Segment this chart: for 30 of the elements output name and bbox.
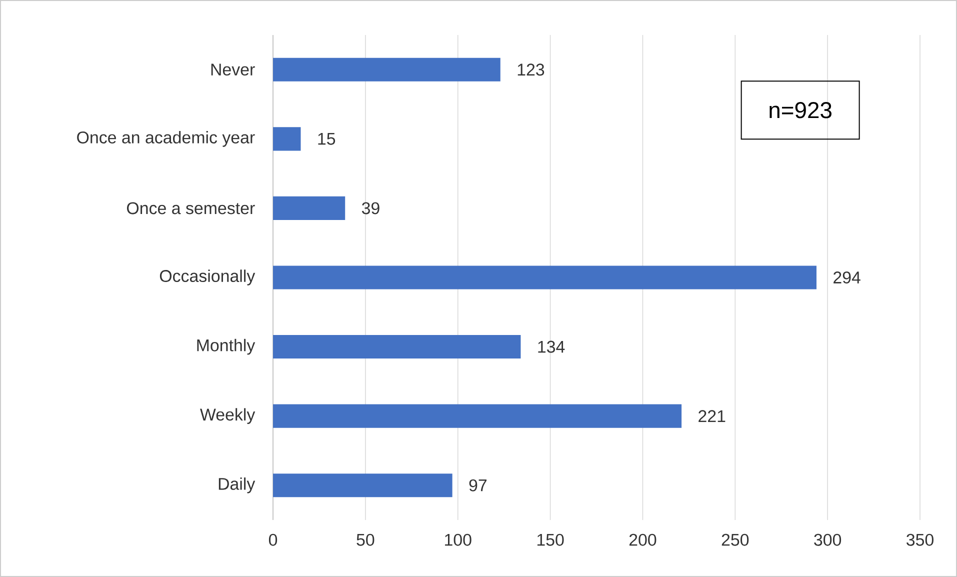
bar <box>273 266 816 290</box>
bar <box>273 58 500 82</box>
x-tick-label: 350 <box>906 534 934 546</box>
y-tick-label: Monthly <box>197 338 256 355</box>
x-tick-label: 250 <box>722 534 749 546</box>
bar <box>273 335 521 359</box>
y-tick-label: Daily <box>218 477 256 494</box>
data-label: 39 <box>362 202 380 214</box>
x-tick-label: 100 <box>445 534 472 546</box>
bar <box>273 404 682 428</box>
y-tick-label: Once a semester <box>127 202 255 214</box>
x-tick-label: 150 <box>537 534 564 546</box>
x-tick-label: 50 <box>356 534 374 546</box>
y-tick-label: Never <box>211 64 255 76</box>
y-tick-label: Once an academic year <box>77 131 255 147</box>
annotation: n=923 <box>770 102 832 118</box>
data-label: 123 <box>518 64 544 76</box>
data-label: 97 <box>469 479 486 492</box>
bar <box>273 127 301 151</box>
y-tick-label: Occasionally <box>160 270 256 286</box>
data-label: 134 <box>538 340 565 353</box>
data-label: 221 <box>698 410 726 422</box>
x-tick-label: 200 <box>629 534 656 546</box>
x-tick-label: 300 <box>814 534 842 546</box>
data-label: 294 <box>834 271 860 284</box>
y-tick-label: Weekly <box>200 408 256 424</box>
bar <box>273 474 452 498</box>
bar <box>273 196 346 220</box>
data-label: 15 <box>318 133 336 145</box>
x-tick-label: 0 <box>268 534 278 546</box>
